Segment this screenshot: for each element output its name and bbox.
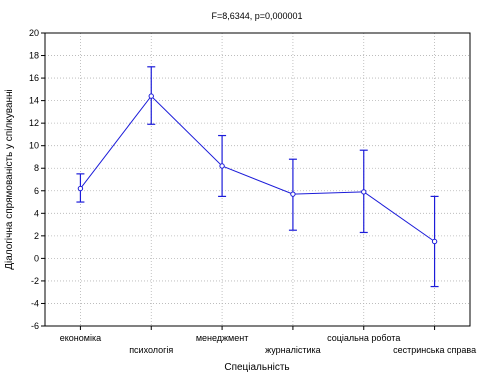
data-point: [219, 163, 225, 169]
y-tick-label: 2: [34, 231, 39, 241]
plot-frame: [44, 32, 471, 327]
data-point: [77, 185, 84, 192]
y-axis-label: Діалогічна спрямованість у спілкуванні: [4, 89, 15, 270]
x-axis-label: Спеціальність: [224, 362, 289, 373]
x-tick-label: журналістика: [265, 345, 321, 355]
data-point: [290, 191, 296, 197]
data-point: [148, 93, 154, 99]
y-tick-label: 16: [29, 73, 39, 83]
data-point: [431, 238, 438, 245]
y-tick-label: 14: [29, 96, 39, 106]
y-tick-label: 18: [29, 51, 39, 61]
y-tick-label: 12: [29, 118, 39, 128]
x-tick-label: психологія: [129, 345, 173, 355]
chart-title: F=8,6344, p=0,000001: [211, 11, 302, 21]
y-tick-label: 8: [34, 163, 39, 173]
y-tick-label: 10: [29, 141, 39, 151]
data-point: [361, 189, 367, 195]
y-tick-label: 0: [34, 253, 39, 263]
series-line: [80, 95, 435, 242]
x-tick-label: економіка: [60, 333, 101, 343]
data-series: [76, 66, 439, 288]
y-tick-label: 20: [29, 28, 39, 38]
y-tick-label: -2: [31, 276, 39, 286]
y-tick-label: 4: [34, 208, 39, 218]
grid-lines: [45, 33, 470, 326]
y-tick-label: -6: [31, 321, 39, 331]
y-tick-label: 6: [34, 186, 39, 196]
x-axis: економіка психологія менеджмент журналістик…: [60, 326, 476, 355]
x-tick-label: менеджмент: [196, 333, 249, 343]
x-tick-label: соціальна робота: [327, 333, 400, 343]
x-tick-label: сестринська справа: [393, 345, 476, 355]
y-tick-label: -4: [31, 298, 39, 308]
